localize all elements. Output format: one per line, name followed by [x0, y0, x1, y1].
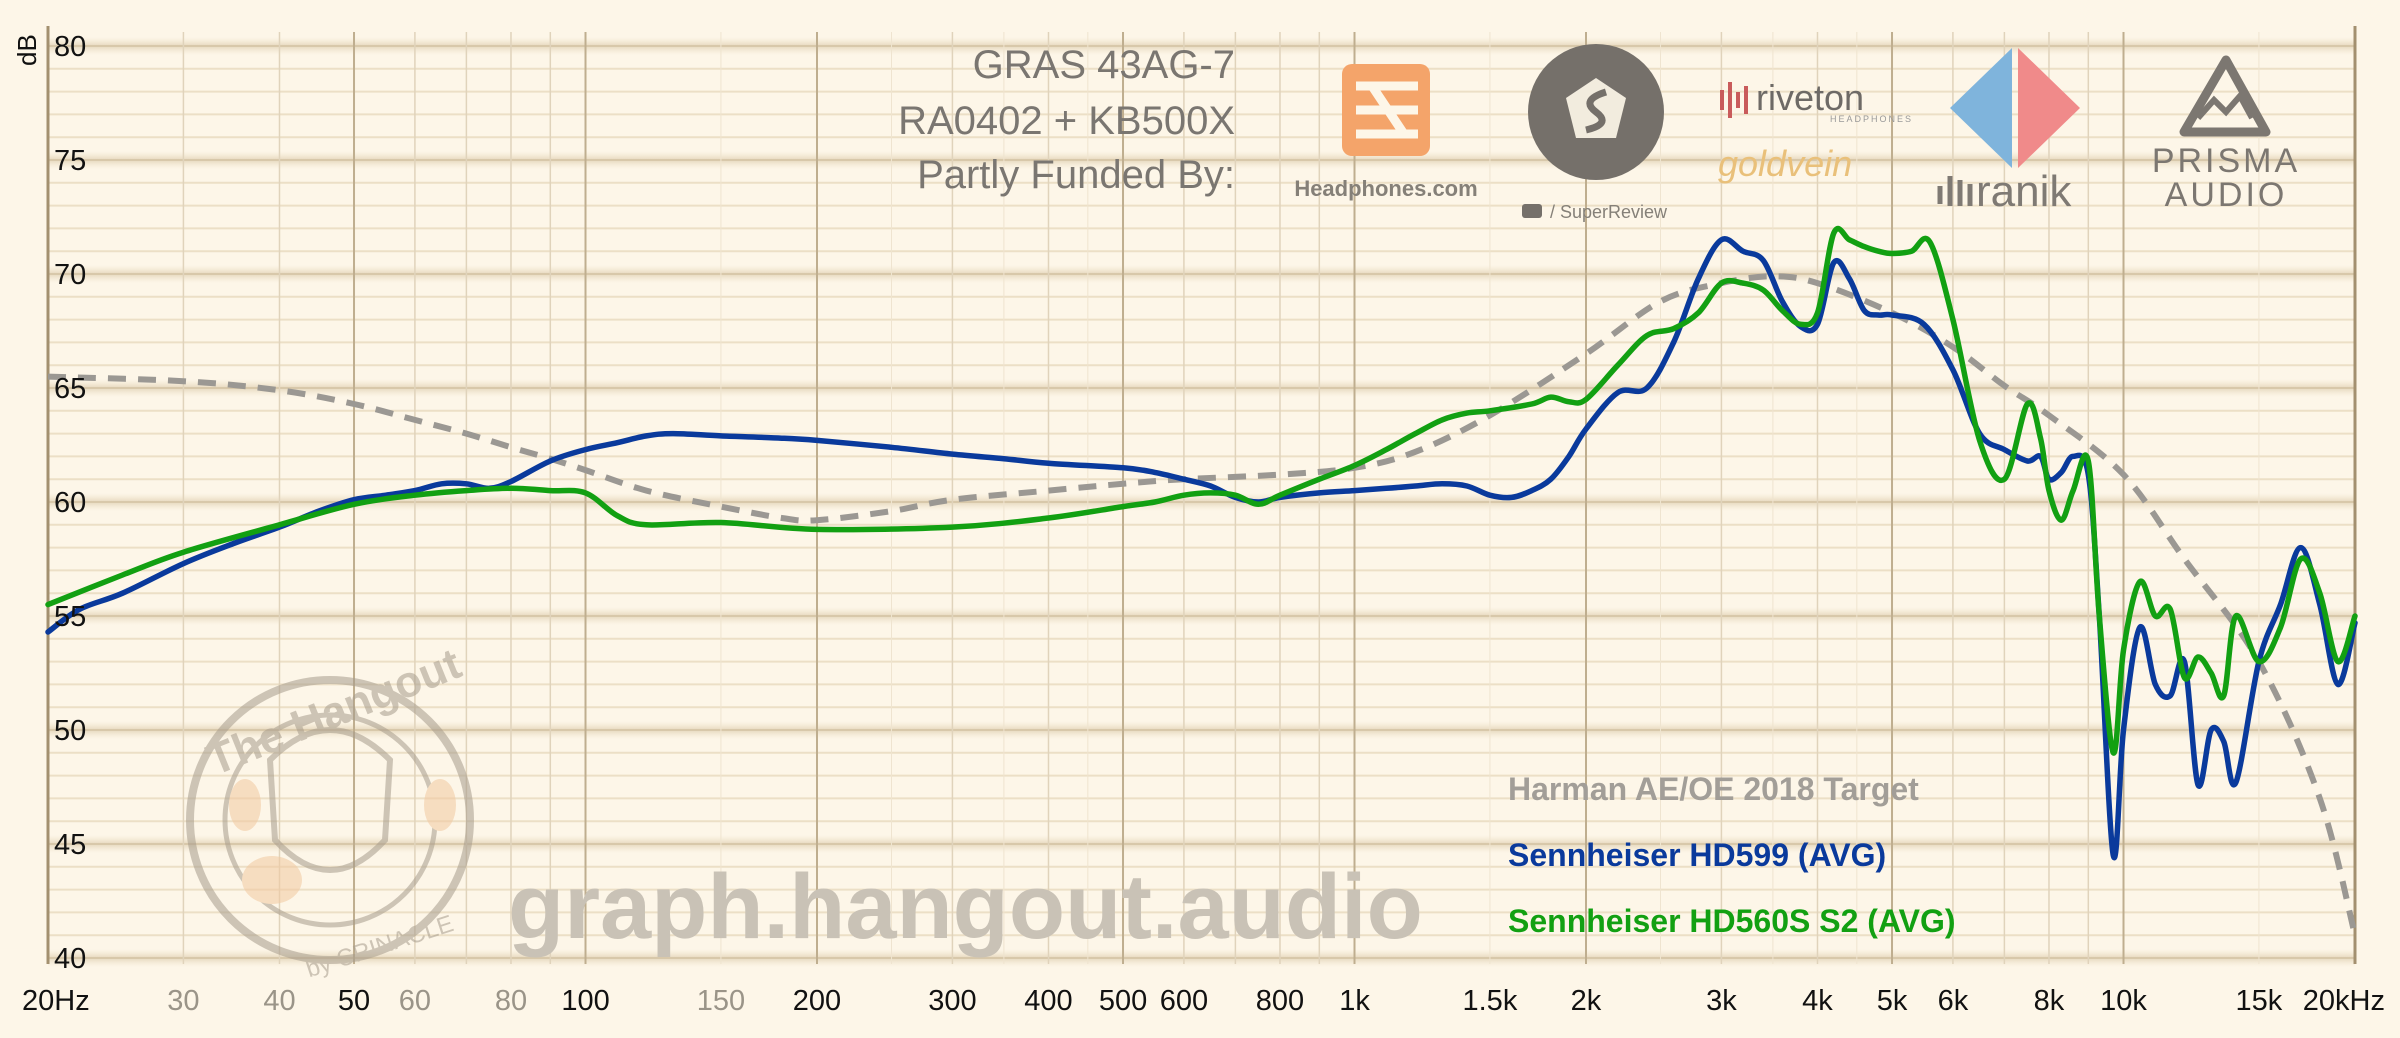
y-tick-label: 40	[54, 943, 86, 975]
y-tick-label: 65	[54, 373, 86, 405]
youtube-icon	[1522, 204, 1542, 218]
x-tick-label: 300	[928, 985, 976, 1017]
x-tick-label: 20Hz	[22, 985, 90, 1017]
superreview-logo: / SuperReview	[1522, 44, 1668, 222]
prisma-wordmark: PRISMA	[2152, 142, 2300, 180]
series-layer	[45, 225, 2358, 936]
axes: dB 80 75 70 65 60 55 50 45 40 20Hz 30 40 50 60 80 100 15…	[12, 31, 2385, 1017]
y-tick-label: 45	[54, 829, 86, 861]
legend-target: Harman AE/OE 2018 Target	[1508, 771, 1919, 807]
x-tick-label: 30	[167, 985, 199, 1017]
watermark-url: graph.hangout.audio	[508, 856, 1423, 958]
siaranik-bars-icon	[1937, 176, 1973, 206]
badge-headphone-left-icon	[229, 779, 261, 831]
x-tick-label: 200	[793, 985, 841, 1017]
x-tick-label: 6k	[1938, 985, 1969, 1017]
target-curve	[47, 273, 2358, 936]
x-tick-label: 40	[263, 985, 295, 1017]
siaranik-wordmark: ranik	[1976, 167, 2072, 216]
headphones-com-wordmark: Headphones.com	[1294, 176, 1477, 201]
x-tick-label: 150	[697, 985, 745, 1017]
riveton-wordmark: riveton	[1756, 77, 1864, 118]
goldvein-wordmark: goldvein	[1718, 143, 1852, 184]
chart-legend: Harman AE/OE 2018 Target Sennheiser HD59…	[1508, 771, 1956, 939]
x-tick-label: 5k	[1877, 985, 1908, 1017]
x-tick-label: 15k	[2236, 985, 2283, 1017]
legend-hd560s: Sennheiser HD560S S2 (AVG)	[1508, 903, 1956, 939]
sponsor-logos: Headphones.com / SuperReview riveton HEA…	[1294, 44, 2300, 222]
chart-header: GRAS 43AG-7 RA0402 + KB500X Partly Funde…	[898, 43, 1235, 197]
hangout-badge-watermark: The Hangout by CRINACLE	[186, 639, 474, 983]
x-tick-label: 100	[561, 985, 609, 1017]
siaranik-logo: ranik	[1937, 48, 2080, 216]
hd599-curve	[45, 236, 2358, 861]
riveton-goldvein-logo: riveton HEADPHONES goldvein	[1718, 77, 1913, 184]
x-tick-label: 4k	[1802, 985, 1833, 1017]
x-tick-label: 50	[338, 985, 370, 1017]
x-tick-label: 400	[1024, 985, 1072, 1017]
y-tick-label: 75	[54, 145, 86, 177]
y-tick-label: 55	[54, 601, 86, 633]
badge-sub-text: by CRINACLE	[303, 910, 457, 983]
siaranik-blue-triangle	[1950, 48, 2012, 168]
legend-hd599: Sennheiser HD599 (AVG)	[1508, 837, 1886, 873]
rig-title: GRAS 43AG-7	[973, 43, 1235, 87]
audio-wordmark: AUDIO	[2165, 176, 2288, 214]
x-tick-label: 1.5k	[1463, 985, 1518, 1017]
prisma-audio-logo: PRISMA AUDIO	[2152, 55, 2300, 214]
prisma-mountain-icon	[2179, 55, 2271, 137]
funding-label: Partly Funded By:	[917, 153, 1235, 197]
x-tick-label: 80	[495, 985, 527, 1017]
x-tick-label: 20kHz	[2303, 985, 2385, 1017]
x-tick-label: 8k	[2034, 985, 2065, 1017]
badge-headphone-right-icon	[424, 779, 456, 831]
headphones-com-logo: Headphones.com	[1294, 64, 1478, 201]
y-tick-label: 70	[54, 259, 86, 291]
x-tick-label: 10k	[2100, 985, 2147, 1017]
x-tick-label: 500	[1099, 985, 1147, 1017]
x-tick-label: 60	[399, 985, 431, 1017]
y-tick-label: 60	[54, 487, 86, 519]
superreview-wordmark: / SuperReview	[1550, 202, 1668, 222]
y-tick-label: 50	[54, 715, 86, 747]
x-tick-label: 3k	[1706, 985, 1737, 1017]
riveton-waveform-icon	[1720, 82, 1748, 118]
chart-grid	[46, 26, 2357, 967]
x-tick-label: 600	[1160, 985, 1208, 1017]
hd560s-curve	[45, 225, 2358, 756]
x-tick-label: 1k	[1339, 985, 1370, 1017]
siaranik-red-triangle	[2018, 48, 2080, 168]
y-tick-label: 80	[54, 31, 86, 63]
y-axis-label: dB	[12, 34, 42, 66]
riveton-subtitle: HEADPHONES	[1830, 114, 1913, 124]
rig-subtitle: RA0402 + KB500X	[898, 99, 1235, 143]
x-tick-label: 800	[1256, 985, 1304, 1017]
x-tick-label: 2k	[1571, 985, 1602, 1017]
